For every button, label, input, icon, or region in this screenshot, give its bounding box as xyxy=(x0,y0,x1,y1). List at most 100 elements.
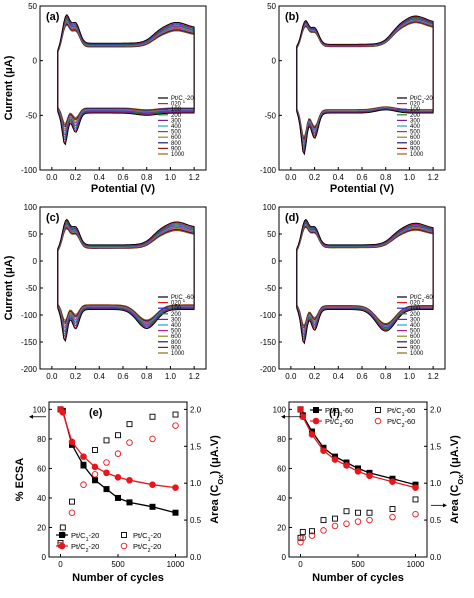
data-point xyxy=(69,498,75,505)
data-point xyxy=(355,509,361,516)
data-point xyxy=(126,499,133,506)
legend-label: 020 xyxy=(410,301,421,307)
legend-label: 1000 xyxy=(410,152,424,158)
y-tick-label: 0 xyxy=(33,57,38,66)
data-point xyxy=(366,516,373,524)
legend-label: 100 xyxy=(410,306,421,312)
y-tick-label: 0 xyxy=(42,553,47,562)
data-point xyxy=(172,509,179,516)
y-right-tick-label: 2.0 xyxy=(430,405,442,414)
legend-label: 300 xyxy=(171,118,182,124)
y-tick-label: 0 xyxy=(33,257,38,266)
legend-marker xyxy=(313,407,319,413)
legend-label: Pt/C2-20 xyxy=(410,96,433,104)
legend-label: 200 xyxy=(171,113,182,119)
legend-label: 1000 xyxy=(410,351,424,357)
data-point xyxy=(103,459,110,466)
y-tick-label: 50 xyxy=(28,230,37,239)
legend-label: 600 xyxy=(171,334,182,340)
y-tick-label: 20 xyxy=(37,523,46,532)
legend-label: 800 xyxy=(171,141,182,147)
data-point xyxy=(91,471,99,478)
data-point xyxy=(389,513,396,521)
y-right-tick-label: 0.0 xyxy=(430,553,442,562)
x-tick-label: 0.8 xyxy=(141,173,153,182)
cv-curve-Pt/C1-20 xyxy=(57,13,195,146)
y-tick-label: 50 xyxy=(28,2,37,11)
x-tick-label: 0 xyxy=(58,560,63,569)
legend-marker xyxy=(121,532,127,538)
x-tick-label: 500 xyxy=(351,560,365,569)
x-tick-label: 1.0 xyxy=(165,173,177,182)
panel-label: (e) xyxy=(89,407,103,419)
data-point xyxy=(149,413,156,420)
y-right-tick-label: 0.5 xyxy=(190,516,202,525)
y-tick-label: -100 xyxy=(260,311,277,320)
panel-label: (d) xyxy=(285,212,299,224)
legend-label: Pt/C1-60 xyxy=(171,295,194,303)
x-tick-label: 0.6 xyxy=(356,173,368,182)
x-tick-label: 0.4 xyxy=(333,173,345,182)
y-right-tick-label: 1.0 xyxy=(430,479,442,488)
y-tick-label: 40 xyxy=(37,494,46,503)
legend-label: Pt/C1-20 xyxy=(171,96,194,104)
y-tick-label: 80 xyxy=(277,435,286,444)
x-tick-label: 0.0 xyxy=(46,173,58,182)
data-point xyxy=(331,522,339,530)
legend-marker xyxy=(58,542,66,550)
legend-label: 900 xyxy=(410,146,421,152)
cv-curve-Pt/C2-20 xyxy=(296,15,434,156)
data-point xyxy=(299,528,306,535)
y-axis-title: Current (μA) xyxy=(3,55,15,120)
y-tick-label: -150 xyxy=(21,338,38,347)
y-right-axis-title: Area (COx) (μA.V) xyxy=(209,435,225,524)
data-point xyxy=(172,422,179,429)
data-point xyxy=(149,503,156,510)
panel-label: (f) xyxy=(329,407,340,419)
cv-panel-0: 0.0 0.2 0.4 0.6 0.8 1.0 1.2 -100 -50 0 50 (a) Potent… xyxy=(3,2,207,195)
x-tick-label: 0.6 xyxy=(117,173,129,182)
legend-label: 600 xyxy=(410,135,421,141)
x-tick-label: 0.2 xyxy=(70,372,82,381)
data-point xyxy=(103,486,110,493)
x-tick-label: 0.0 xyxy=(285,372,297,381)
legend-label: 100 xyxy=(410,107,421,113)
legend-label: 200 xyxy=(410,113,421,119)
y-tick-label: 100 xyxy=(24,203,38,212)
x-tick-label: 0.0 xyxy=(285,173,297,182)
data-point xyxy=(115,494,121,501)
data-point xyxy=(297,534,304,541)
legend-marker xyxy=(374,417,382,425)
x-tick-label: 0.2 xyxy=(309,173,321,182)
legend-marker xyxy=(375,407,381,413)
x-tick-label: 0.8 xyxy=(141,372,153,381)
y-tick-label: -100 xyxy=(21,166,38,175)
y-tick-label: 0 xyxy=(272,257,277,266)
legend-label: 800 xyxy=(171,340,182,346)
data-point xyxy=(126,476,133,484)
y-tick-label: 100 xyxy=(33,405,47,414)
y-right-tick-label: 1.5 xyxy=(430,442,442,451)
legend-label: 400 xyxy=(410,323,421,329)
legend-label: 020 xyxy=(171,301,182,307)
legend-label: 900 xyxy=(171,146,182,152)
x-tick-label: 1.2 xyxy=(189,173,201,182)
x-axis-title: Potential (V) xyxy=(330,183,395,195)
legend-marker xyxy=(120,542,128,550)
legend-label: Pt/C2-20 xyxy=(133,542,161,554)
data-point xyxy=(366,509,373,516)
x-tick-label: 500 xyxy=(111,560,125,569)
legend-label: Pt/C2-20 xyxy=(71,542,99,554)
legend-label: 200 xyxy=(171,312,182,318)
data-point xyxy=(114,473,122,481)
x-tick-label: 0.6 xyxy=(117,372,129,381)
x-tick-label: 0.2 xyxy=(309,372,321,381)
y-right-tick-label: 1.5 xyxy=(190,442,202,451)
legend-label: 400 xyxy=(171,323,182,329)
legend-label: 300 xyxy=(171,317,182,323)
x-tick-label: 1.0 xyxy=(165,372,177,381)
y-tick-label: 50 xyxy=(267,2,276,11)
legend-label: 1000 xyxy=(171,152,185,158)
series-line xyxy=(299,409,416,486)
data-point xyxy=(172,484,179,491)
